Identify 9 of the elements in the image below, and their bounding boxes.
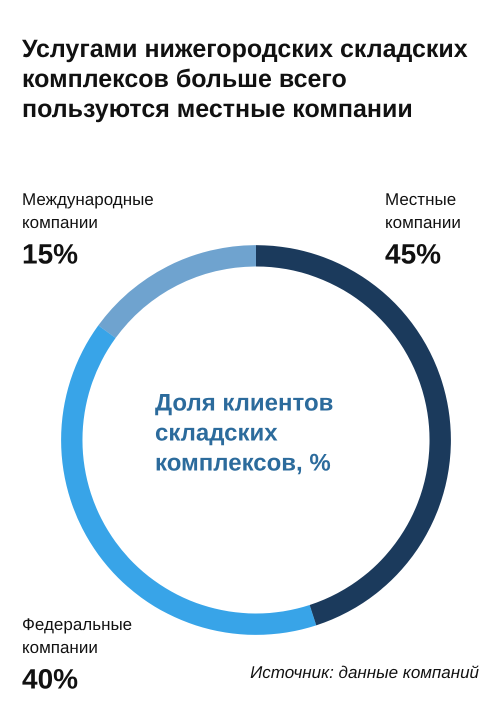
text: Доля клиентов складских комплексов, % — [155, 390, 334, 476]
chart-title: Услугами нижегородских складских комплексов больше всего пользуются местные компании — [22, 34, 469, 124]
slice-label: Международные компании — [22, 190, 154, 232]
data-label: 45% — [385, 238, 442, 270]
data-label: 40% — [22, 664, 78, 694]
text: Источник: данные компаний — [250, 663, 480, 682]
slice-label: Федеральные компании — [22, 615, 132, 657]
data-label: 15% — [22, 238, 78, 270]
slice-label: Местные компании — [385, 190, 461, 232]
